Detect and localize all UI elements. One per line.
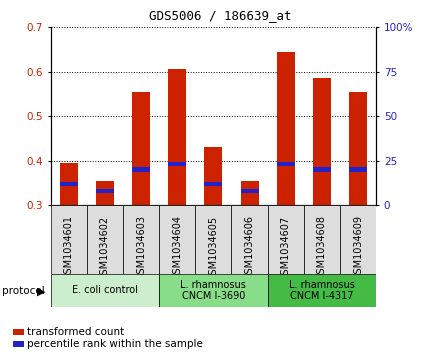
- Text: GSM1034604: GSM1034604: [172, 215, 182, 281]
- FancyBboxPatch shape: [51, 205, 87, 274]
- Text: transformed count: transformed count: [27, 327, 125, 337]
- Text: GSM1034606: GSM1034606: [245, 215, 255, 281]
- Bar: [96, 181, 114, 205]
- Bar: [313, 78, 331, 205]
- Text: ▶: ▶: [37, 286, 45, 297]
- Bar: [96, 189, 114, 193]
- Bar: [313, 167, 331, 172]
- Bar: [241, 181, 259, 205]
- Bar: [204, 147, 223, 205]
- FancyBboxPatch shape: [159, 205, 195, 274]
- Text: GSM1034605: GSM1034605: [209, 215, 218, 281]
- Text: GSM1034601: GSM1034601: [64, 215, 73, 281]
- Bar: [132, 167, 150, 172]
- Bar: [168, 162, 186, 166]
- Bar: [241, 189, 259, 193]
- FancyBboxPatch shape: [123, 205, 159, 274]
- Text: L. rhamnosus
CNCM I-4317: L. rhamnosus CNCM I-4317: [289, 280, 355, 301]
- Text: GSM1034609: GSM1034609: [353, 215, 363, 281]
- Text: GSM1034608: GSM1034608: [317, 215, 327, 281]
- Bar: [277, 162, 295, 166]
- Bar: [277, 52, 295, 205]
- Text: GSM1034607: GSM1034607: [281, 215, 291, 281]
- Text: GSM1034602: GSM1034602: [100, 215, 110, 281]
- Text: L. rhamnosus
CNCM I-3690: L. rhamnosus CNCM I-3690: [180, 280, 246, 301]
- FancyBboxPatch shape: [159, 274, 268, 307]
- Bar: [60, 182, 78, 186]
- FancyBboxPatch shape: [231, 205, 268, 274]
- Bar: [349, 167, 367, 172]
- Text: E. coli control: E. coli control: [72, 285, 138, 295]
- FancyBboxPatch shape: [87, 205, 123, 274]
- FancyBboxPatch shape: [268, 274, 376, 307]
- Bar: [132, 92, 150, 205]
- FancyBboxPatch shape: [340, 205, 376, 274]
- Text: GDS5006 / 186639_at: GDS5006 / 186639_at: [149, 9, 291, 22]
- Text: protocol: protocol: [2, 286, 45, 297]
- FancyBboxPatch shape: [195, 205, 231, 274]
- FancyBboxPatch shape: [268, 205, 304, 274]
- Bar: [204, 182, 223, 186]
- Bar: [168, 69, 186, 205]
- Text: GSM1034603: GSM1034603: [136, 215, 146, 281]
- Bar: [349, 92, 367, 205]
- FancyBboxPatch shape: [304, 205, 340, 274]
- Bar: [60, 163, 78, 205]
- FancyBboxPatch shape: [51, 274, 159, 307]
- Text: percentile rank within the sample: percentile rank within the sample: [27, 339, 203, 349]
